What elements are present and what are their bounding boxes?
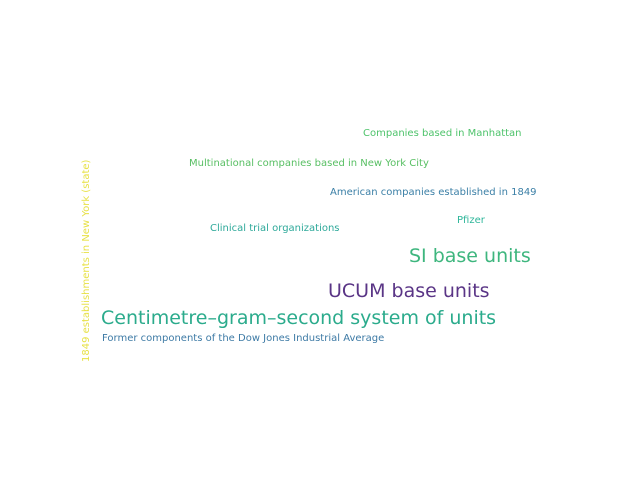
- word-si-base-units: SI base units: [409, 247, 531, 266]
- word-pfizer: Pfizer: [457, 216, 485, 226]
- word-1849-establishments-new-york: 1849 establishments in New York (state): [82, 160, 92, 362]
- word-centimetre-gram-second-system: Centimetre–gram–second system of units: [101, 309, 496, 328]
- word-companies-based-in-manhattan: Companies based in Manhattan: [363, 129, 522, 139]
- word-clinical-trial-organizations: Clinical trial organizations: [210, 224, 340, 234]
- word-american-companies-1849: American companies established in 1849: [330, 188, 537, 198]
- word-ucum-base-units: UCUM base units: [328, 282, 490, 301]
- word-dow-jones-former-components: Former components of the Dow Jones Indus…: [102, 334, 384, 344]
- word-multinational-companies-nyc: Multinational companies based in New Yor…: [189, 159, 429, 169]
